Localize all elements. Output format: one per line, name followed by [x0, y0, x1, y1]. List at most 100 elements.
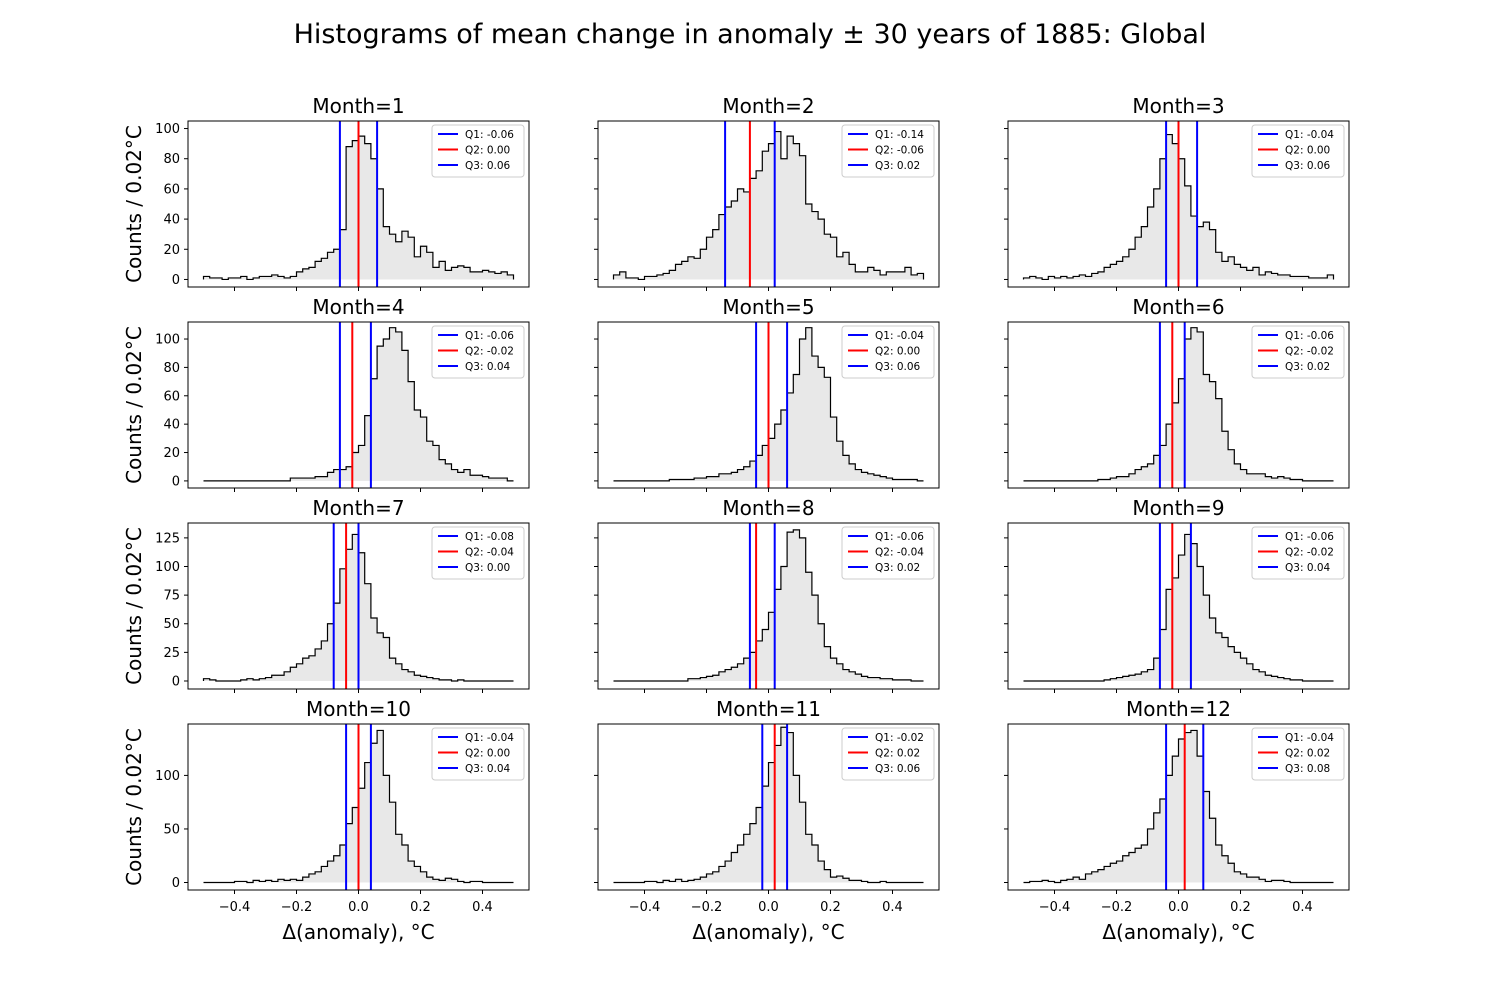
panel-title: Month=11: [716, 697, 821, 721]
histogram-panel: Month=9 Q1: -0.06 Q2: -0.02 Q3: 0.04: [1004, 496, 1350, 693]
panel-title: Month=5: [722, 295, 814, 319]
legend-label: Q3: 0.02: [1285, 361, 1330, 373]
legend-label: Q1: -0.04: [465, 732, 514, 744]
legend-label: Q3: 0.08: [1285, 763, 1330, 775]
legend: Q1: -0.08 Q2: -0.04 Q3: 0.00: [431, 526, 525, 580]
legend-label: Q1: -0.06: [1285, 330, 1334, 342]
legend-label: Q3: 0.00: [465, 562, 510, 574]
legend: Q1: -0.04 Q2: 0.00 Q3: 0.04: [431, 727, 525, 781]
histogram-panel: Month=10 0 50 100 −0.4 −0.2 0.0 0.2 0.4 Counts / …: [122, 697, 530, 944]
x-tick-label: −0.2: [281, 900, 313, 915]
legend: Q1: -0.04 Q2: 0.00 Q3: 0.06: [841, 325, 935, 379]
panel-title: Month=3: [1132, 94, 1224, 118]
y-axis-label: Counts / 0.02°C: [122, 326, 146, 484]
y-tick-label: 50: [163, 617, 180, 632]
y-axis-label: Counts / 0.02°C: [122, 728, 146, 886]
legend-label: Q2: 0.00: [465, 747, 510, 759]
x-axis-label: Δ(anomaly), °C: [282, 920, 434, 944]
legend-label: Q1: -0.06: [465, 129, 514, 141]
panel-title: Month=1: [312, 94, 404, 118]
legend-label: Q2: -0.04: [465, 546, 514, 558]
x-tick-label: −0.4: [219, 900, 251, 915]
y-tick-label: 60: [163, 182, 180, 197]
legend-label: Q1: -0.04: [1285, 129, 1334, 141]
legend: Q1: -0.06 Q2: -0.02 Q3: 0.04: [1251, 526, 1345, 580]
x-tick-label: −0.4: [1039, 900, 1071, 915]
legend-label: Q1: -0.06: [875, 531, 924, 543]
legend-label: Q3: 0.04: [465, 361, 511, 373]
y-tick-label: 40: [163, 418, 180, 433]
histogram-panel: Month=11 −0.4 −0.2 0.0 0.2 0.4 Δ(anomaly), °C Q…: [594, 697, 940, 944]
histogram-panel: Month=1 0 20 40 60 80 100 Counts / 0.02°C Q1: -0…: [122, 94, 530, 291]
legend-label: Q1: -0.14: [875, 129, 924, 141]
legend-label: Q1: -0.08: [465, 531, 514, 543]
x-tick-label: 0.2: [820, 900, 841, 915]
x-tick-label: 0.4: [882, 900, 903, 915]
x-axis-label: Δ(anomaly), °C: [692, 920, 844, 944]
y-tick-label: 125: [155, 531, 180, 546]
y-tick-label: 100: [155, 769, 180, 784]
histogram-step-line: [1023, 327, 1334, 482]
histogram-step-line: [613, 726, 924, 884]
legend-label: Q1: -0.04: [1285, 732, 1334, 744]
y-tick-label: 40: [163, 213, 180, 228]
panel-title: Month=4: [312, 295, 404, 319]
legend: Q1: -0.06 Q2: -0.02 Q3: 0.02: [1251, 325, 1345, 379]
histogram-fill: [1023, 327, 1334, 481]
legend-label: Q3: 0.06: [465, 160, 511, 172]
legend-label: Q2: 0.02: [1285, 747, 1330, 759]
y-tick-label: 80: [163, 152, 180, 167]
y-tick-label: 50: [163, 822, 180, 837]
histogram-step-line: [613, 529, 924, 682]
panel-title: Month=7: [312, 496, 404, 520]
histogram-fill: [613, 727, 924, 883]
x-tick-label: −0.2: [691, 900, 723, 915]
y-tick-label: 75: [163, 589, 180, 604]
legend-label: Q2: -0.02: [1285, 546, 1334, 558]
legend-label: Q2: 0.00: [465, 144, 510, 156]
legend-label: Q1: -0.06: [1285, 531, 1334, 543]
histogram-panel: Month=6 Q1: -0.06 Q2: -0.02 Q3: 0.02: [1004, 295, 1350, 492]
legend: Q1: -0.06 Q2: -0.02 Q3: 0.04: [431, 325, 525, 379]
y-tick-label: 100: [155, 560, 180, 575]
histogram-panel: Month=7 0 25 50 75 100 125 Counts / 0.02°C Q1: -…: [122, 496, 530, 693]
histogram-step-line: [203, 327, 514, 482]
histogram-panel: Month=12 −0.4 −0.2 0.0 0.2 0.4 Δ(anomaly), °C Q…: [1004, 697, 1350, 944]
y-tick-label: 25: [163, 646, 180, 661]
x-tick-label: 0.2: [410, 900, 431, 915]
panel-title: Month=6: [1132, 295, 1224, 319]
x-axis-label: Δ(anomaly), °C: [1102, 920, 1254, 944]
panel-title: Month=12: [1126, 697, 1231, 721]
x-tick-label: −0.2: [1101, 900, 1133, 915]
legend-label: Q1: -0.04: [875, 330, 924, 342]
legend: Q1: -0.02 Q2: 0.02 Q3: 0.06: [841, 727, 935, 781]
panel-title: Month=2: [722, 94, 814, 118]
histogram-step-line: [202, 135, 515, 281]
legend-label: Q3: 0.02: [875, 562, 920, 574]
legend: Q1: -0.04 Q2: 0.02 Q3: 0.08: [1251, 727, 1345, 781]
legend-label: Q2: -0.04: [875, 546, 924, 558]
legend-label: Q3: 0.04: [1285, 562, 1331, 574]
histogram-fill: [1023, 534, 1334, 681]
legend: Q1: -0.06 Q2: -0.04 Q3: 0.02: [841, 526, 935, 580]
legend-label: Q2: 0.02: [875, 747, 920, 759]
x-tick-label: −0.4: [629, 900, 661, 915]
y-tick-label: 0: [172, 876, 180, 891]
panel-title: Month=8: [722, 496, 814, 520]
x-tick-label: 0.4: [472, 900, 493, 915]
histogram-step-line: [612, 130, 925, 281]
y-axis-label: Counts / 0.02°C: [122, 527, 146, 685]
x-tick-label: 0.0: [758, 900, 779, 915]
legend: Q1: -0.14 Q2: -0.06 Q3: 0.02: [841, 124, 935, 178]
histogram-fill: [1023, 730, 1334, 883]
y-tick-label: 80: [163, 361, 180, 376]
x-tick-label: 0.0: [348, 900, 369, 915]
histogram-fill: [613, 529, 924, 681]
histogram-panel: Month=3 Q1: -0.04 Q2: 0.00 Q3: 0.06: [1004, 94, 1350, 291]
histogram-panel: Month=2 Q1: -0.14 Q2: -0.06 Q3: 0.02: [594, 94, 940, 291]
legend-label: Q3: 0.02: [875, 160, 920, 172]
legend: Q1: -0.04 Q2: 0.00 Q3: 0.06: [1251, 124, 1345, 178]
panel-title: Month=10: [306, 697, 411, 721]
